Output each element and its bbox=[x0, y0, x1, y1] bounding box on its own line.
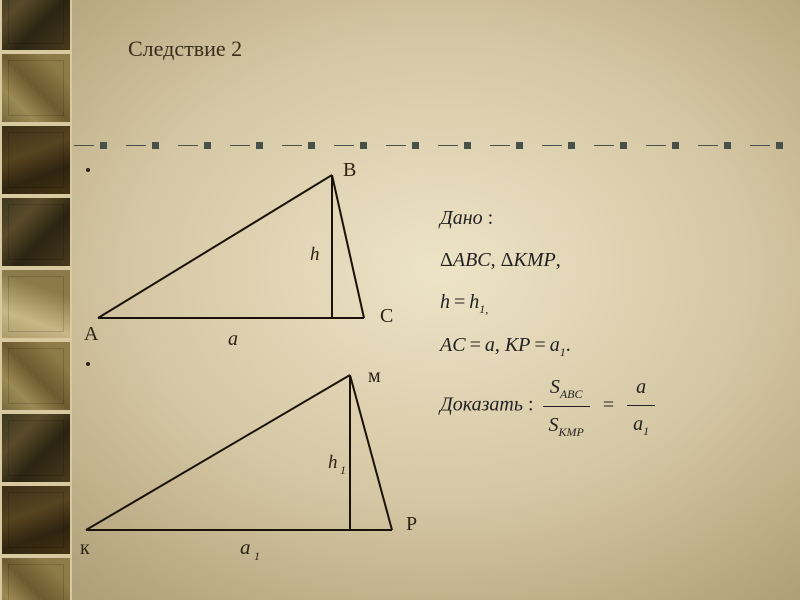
fraction-areas: SABC SKMP bbox=[543, 369, 590, 443]
svg-text:Р: Р bbox=[406, 513, 417, 535]
svg-text:м: м bbox=[368, 365, 381, 387]
given-heights: h=h1, bbox=[440, 284, 659, 321]
svg-text:к: к bbox=[80, 537, 90, 559]
svg-text:1: 1 bbox=[340, 463, 346, 477]
svg-text:C: C bbox=[380, 305, 393, 327]
svg-text:B: B bbox=[343, 159, 356, 181]
fraction-sides: a a1 bbox=[627, 369, 655, 443]
svg-text:a: a bbox=[240, 535, 251, 559]
math-block: Дано : ΔABC, ΔKMP, h=h1, AC=a, KP=a1. До… bbox=[440, 200, 659, 449]
svg-text:1: 1 bbox=[254, 549, 260, 560]
svg-text:a: a bbox=[228, 328, 238, 350]
given-label: Дано : bbox=[440, 200, 659, 236]
dashed-separator bbox=[74, 142, 800, 150]
page-title: Следствие 2 bbox=[128, 36, 242, 62]
left-decorative-strip bbox=[0, 0, 72, 600]
given-triangles: ΔABC, ΔKMP, bbox=[440, 242, 659, 278]
svg-text:A: A bbox=[84, 323, 99, 345]
triangles-svg: ABChaкмРh1a1 bbox=[80, 150, 420, 560]
given-sides: AC=a, KP=a1. bbox=[440, 327, 659, 364]
svg-text:h: h bbox=[328, 452, 338, 473]
svg-text:h: h bbox=[310, 244, 320, 265]
prove-line: Доказать : SABC SKMP = a a1 bbox=[440, 369, 659, 443]
diagram-container: ABChaкмРh1a1 bbox=[80, 150, 420, 565]
